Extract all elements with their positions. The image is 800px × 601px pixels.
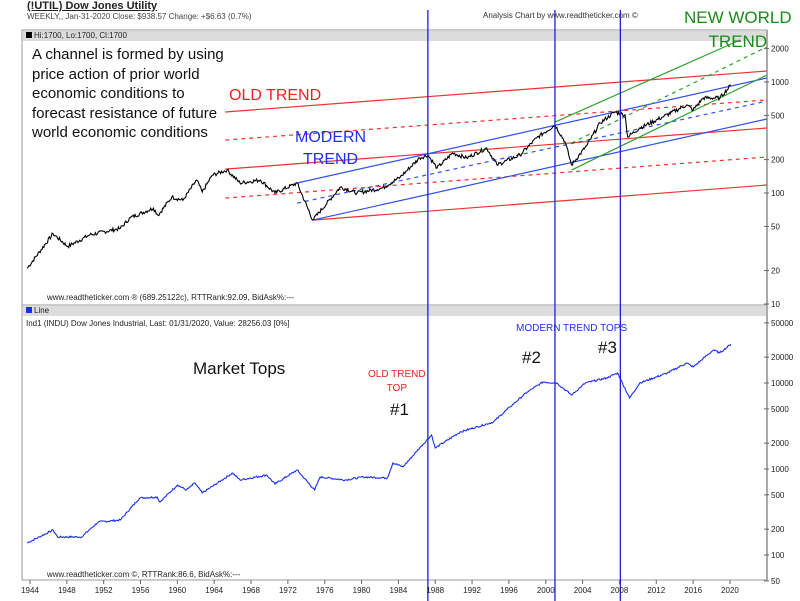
modern-trend-tops-label: MODERN TREND TOPS — [516, 323, 628, 334]
legend-swatch-icon — [26, 32, 32, 38]
top-2-label: #2 — [522, 348, 541, 367]
bottom-panel-legend-band — [23, 306, 766, 316]
new-world-trend-line: TREND — [708, 32, 768, 51]
old-trendline — [225, 127, 767, 170]
market-top-markers — [427, 10, 622, 601]
top-y-axis-tick-label: 50 — [771, 222, 780, 231]
x-axis-tick-label: 2012 — [647, 586, 665, 595]
old-trendline — [225, 156, 767, 199]
market-tops-label: Market Tops — [193, 359, 286, 378]
new-world-trend-line: NEW WORLD — [684, 8, 792, 27]
bottom-y-axis-tick-label: 50000 — [771, 319, 794, 328]
top-1-label: #1 — [390, 400, 409, 419]
bottom-legend-label: Line — [34, 306, 50, 315]
bottom-y-axis-tick-label: 2000 — [771, 439, 789, 448]
modern-trendline — [296, 77, 767, 184]
new-world-trend-label: NEW WORLD TREND — [684, 6, 792, 54]
channel-note-line: world economic conditions — [32, 124, 208, 141]
top-panel-legend-band — [23, 31, 766, 41]
modern-trend-line: MODERN — [295, 129, 367, 146]
x-axis-tick-label: 1952 — [95, 586, 113, 595]
top-legend-label: Hi:1700, Lo:1700, Cl:1700 — [34, 31, 127, 40]
bottom-panel-frame — [21, 304, 768, 581]
top-y-axis-tick-label: 1000 — [771, 78, 789, 87]
old-trendline — [225, 99, 767, 141]
old-trend-top-label: OLD TREND TOP — [368, 368, 426, 396]
bottom-y-axis-tick-label: 50 — [771, 577, 780, 586]
chart-credit: Analysis Chart by www.readtheticker.com … — [483, 11, 638, 20]
channel-note: A channel is formed by using price actio… — [32, 45, 224, 143]
bottom-y-axis-tick-label: 200 — [771, 525, 785, 534]
x-axis-tick-label: 1960 — [168, 586, 186, 595]
top-legend: Hi:1700, Lo:1700, Cl:1700 — [26, 31, 127, 40]
new-trendline — [554, 39, 741, 123]
top-y-axis-tick-label: 20 — [771, 267, 780, 276]
bottom-y-axis-tick-label: 20000 — [771, 353, 794, 362]
top-y-axis-tick-label: 10 — [771, 300, 780, 309]
x-axis-tick-label: 1980 — [353, 586, 371, 595]
top-y-axis-tick-label: 500 — [771, 111, 785, 120]
series — [26, 84, 732, 544]
top-y-axis-tick-label: 200 — [771, 156, 785, 165]
chart-title[interactable]: (!UTIL) Dow Jones Utility — [27, 0, 158, 12]
x-axis-tick-label: 2004 — [574, 586, 592, 595]
bottom-info: Ind1 (INDU) Dow Jones Industrial, Last: … — [26, 319, 290, 328]
x-axis-tick-label: 2000 — [537, 586, 555, 595]
x-axis-tick-label: 2020 — [721, 586, 739, 595]
chart-subtitle: WEEKLY,, Jan-31-2020 Close: $938.57 Chan… — [27, 12, 252, 21]
legend-swatch-icon — [26, 307, 32, 313]
utility-price-line — [26, 84, 731, 269]
x-axis-tick-label: 1996 — [500, 586, 518, 595]
axes: 2000 1000 500 200 100 50 20 10 50000 20000 10000 50… — [21, 45, 794, 595]
top-footer: www.readtheticker.com ® (689.25122c), RT… — [47, 293, 295, 302]
old-trend-label: OLD TREND — [229, 87, 322, 104]
bottom-y-axis-tick-label: 1000 — [771, 465, 789, 474]
bottom-y-axis-tick-label: 500 — [771, 491, 785, 500]
x-axis-tick-label: 1972 — [279, 586, 297, 595]
x-axis-tick-label: 1992 — [463, 586, 481, 595]
x-axis-tick-label: 1944 — [21, 586, 39, 595]
channel-note-line: forecast resistance of future — [32, 104, 218, 122]
new-trendline — [571, 74, 768, 171]
modern-trendline — [312, 118, 767, 221]
old-trendline — [225, 70, 767, 113]
x-axis-tick-label: 2016 — [684, 586, 702, 595]
bottom-y-axis-tick-label: 100 — [771, 551, 785, 560]
top-y-axis-tick-label: 100 — [771, 189, 785, 198]
old-trend-top-line: OLD TREND — [368, 369, 426, 380]
x-axis-tick-label: 1948 — [58, 586, 76, 595]
trendlines — [225, 39, 768, 221]
top-3-label: #3 — [598, 338, 617, 357]
x-axis-tick-label: 1968 — [242, 586, 260, 595]
x-axis-tick-label: 1984 — [390, 586, 408, 595]
channel-note-line: price action of prior world — [32, 65, 200, 83]
bottom-footer: www.readtheticker.com ©, RTTRank:86.6, B… — [47, 570, 241, 579]
channel-note-line: A channel is formed by using — [32, 46, 224, 63]
bottom-legend: Line — [26, 306, 49, 315]
old-trend-top-line: TOP — [386, 383, 407, 394]
x-axis-tick-label: 1964 — [205, 586, 223, 595]
x-axis-tick-label: 2008 — [611, 586, 629, 595]
modern-trend-line: TREND — [303, 151, 359, 168]
old-trendline — [312, 184, 767, 221]
modern-trend-label: MODERN TREND — [295, 127, 366, 171]
x-axis-tick-label: 1976 — [316, 586, 334, 595]
x-axis-tick-label: 1988 — [426, 586, 444, 595]
x-axis-tick-label: 1956 — [132, 586, 150, 595]
bottom-y-axis-tick-label: 5000 — [771, 405, 789, 414]
modern-trendline — [296, 100, 767, 204]
top-y-axis-tick-label: 2000 — [771, 45, 789, 54]
top-panel-frame — [21, 29, 768, 306]
dow-industrial-line — [26, 343, 732, 544]
bottom-y-axis-tick-label: 10000 — [771, 379, 794, 388]
channel-note-line: economic conditions to — [32, 85, 185, 102]
